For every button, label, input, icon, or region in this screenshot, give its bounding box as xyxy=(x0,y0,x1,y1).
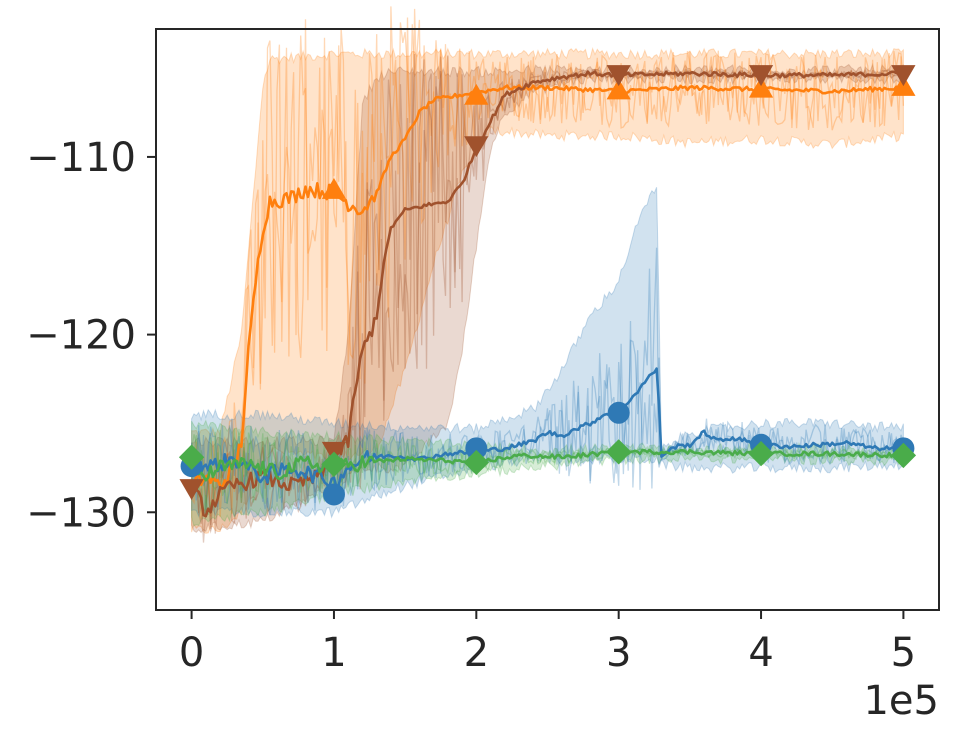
x-tick-label: 1 xyxy=(321,630,346,676)
noise-trace-series-1 xyxy=(191,6,905,514)
marker-triangle-up xyxy=(464,83,489,105)
marker-diamond xyxy=(606,439,632,465)
band-series-1 xyxy=(191,47,904,534)
y-axis-ticks: −130 −120 −110 xyxy=(26,135,156,536)
x-axis-ticks: 0 1 2 3 4 5 xyxy=(179,610,916,676)
series-markers xyxy=(178,65,917,506)
noise-trace-series-3 xyxy=(190,339,905,510)
noise-trace-series-4 xyxy=(190,428,905,514)
mean-line-series-2 xyxy=(191,70,905,518)
plot-frame xyxy=(155,28,940,611)
marker-diamond xyxy=(321,451,347,477)
marker-triangle-up xyxy=(321,178,347,199)
marker-triangle-up xyxy=(606,78,631,100)
y-tick-label: −120 xyxy=(26,313,136,359)
y-tick-label: −110 xyxy=(26,135,136,181)
x-axis-multiplier: 1e5 xyxy=(863,678,939,724)
x-tick-label: 4 xyxy=(748,630,773,676)
mean-line-series-3 xyxy=(190,367,904,489)
marker-circle xyxy=(465,437,488,460)
series-lines xyxy=(190,70,905,518)
marker-triangle-down xyxy=(464,136,489,158)
marker-triangle-down xyxy=(179,479,204,501)
marker-triangle-up xyxy=(748,76,774,98)
mean-line-series-4 xyxy=(190,448,905,482)
marker-diamond xyxy=(890,442,917,469)
x-tick-label: 5 xyxy=(891,630,916,676)
noise-trace-series-1 xyxy=(190,8,905,519)
y-tick-label: −130 xyxy=(26,490,136,536)
x-tick-label: 2 xyxy=(464,630,489,676)
marker-triangle-down xyxy=(606,65,631,87)
marker-diamond xyxy=(463,449,489,476)
mean-line-series-1 xyxy=(191,84,905,489)
marker-diamond xyxy=(178,444,205,470)
marker-triangle-down xyxy=(748,65,774,87)
x-tick-label: 3 xyxy=(606,630,631,676)
marker-circle xyxy=(322,483,345,506)
marker-circle xyxy=(607,401,630,424)
marker-triangle-down xyxy=(891,65,916,87)
marker-diamond xyxy=(748,440,774,467)
x-tick-label: 0 xyxy=(179,630,204,676)
